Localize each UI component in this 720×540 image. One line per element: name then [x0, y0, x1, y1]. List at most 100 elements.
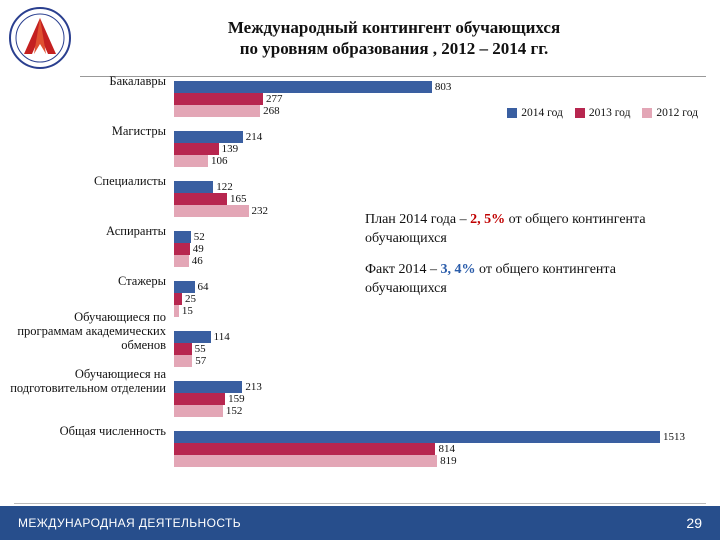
bar-fill: 814	[174, 443, 435, 455]
plan-pct: 2, 5%	[470, 212, 505, 227]
bar-2012: 57	[174, 355, 704, 367]
fact-prefix: Факт 2014 –	[365, 262, 441, 277]
bar-fill: 232	[174, 205, 249, 217]
bar-value: 232	[252, 205, 269, 217]
category-label: Специалисты	[8, 174, 170, 188]
bar-value: 814	[438, 443, 455, 455]
bar-value: 165	[230, 193, 247, 205]
bar-fill: 57	[174, 355, 192, 367]
bar-value: 114	[214, 331, 230, 343]
bar-fill: 152	[174, 405, 223, 417]
bar-value: 803	[435, 81, 452, 93]
bar-fill: 52	[174, 231, 191, 243]
bar-2014: 214	[174, 131, 704, 143]
legend-swatch-2012	[642, 108, 652, 118]
bar-fill: 114	[174, 331, 211, 343]
footer-divider	[14, 503, 706, 504]
summary-text: План 2014 года – 2, 5% от общего континг…	[365, 211, 695, 311]
footer-left-text: МЕЖДУНАРОДНАЯ ДЕЯТЕЛЬНОСТЬ	[18, 516, 241, 530]
legend-item-2012: 2012 год	[642, 107, 698, 119]
plan-prefix: План 2014 года –	[365, 212, 470, 227]
bar-fill: 64	[174, 281, 195, 293]
bar-fill: 122	[174, 181, 213, 193]
category-bars: 213159152	[174, 381, 704, 417]
category-label: Аспиранты	[8, 224, 170, 238]
bar-value: 1513	[663, 431, 685, 443]
category-label: Обучающиеся на подготовительном отделени…	[8, 367, 170, 395]
bar-fill: 15	[174, 305, 179, 317]
bar-value: 159	[228, 393, 245, 405]
bar-value: 52	[194, 231, 205, 243]
bar-fill: 803	[174, 81, 432, 93]
bar-value: 139	[222, 143, 239, 155]
bar-value: 64	[198, 281, 209, 293]
bar-fill: 159	[174, 393, 225, 405]
bar-fill: 55	[174, 343, 192, 355]
page-title-line2: по уровням образования , 2012 – 2014 гг.	[80, 38, 708, 59]
fact-line: Факт 2014 – 3, 4% от общего контингента …	[365, 261, 695, 299]
bar-fill: 25	[174, 293, 182, 305]
footer-bar: МЕЖДУНАРОДНАЯ ДЕЯТЕЛЬНОСТЬ 29	[0, 506, 720, 540]
category-label: Бакалавры	[8, 74, 170, 88]
bar-2014: 114	[174, 331, 704, 343]
bar-value: 15	[182, 305, 193, 317]
bar-2014: 1513	[174, 431, 704, 443]
bar-2013: 814	[174, 443, 704, 455]
bar-value: 213	[245, 381, 262, 393]
bar-fill: 277	[174, 93, 263, 105]
page-number: 29	[686, 515, 702, 531]
bar-fill: 1513	[174, 431, 660, 443]
chart-legend: 2014 год 2013 год 2012 год	[507, 107, 698, 119]
legend-item-2014: 2014 год	[507, 107, 563, 119]
page-title-line1: Международный контингент обучающихся	[80, 17, 708, 38]
category-bars: 1513814819	[174, 431, 704, 467]
bar-2013: 165	[174, 193, 704, 205]
legend-swatch-2013	[575, 108, 585, 118]
bar-2014: 122	[174, 181, 704, 193]
bar-2012: 152	[174, 405, 704, 417]
category-label: Магистры	[8, 124, 170, 138]
category-label: Обучающиеся по программам академических …	[8, 310, 170, 352]
fact-pct: 3, 4%	[441, 262, 476, 277]
category-label: Стажеры	[8, 274, 170, 288]
bar-2013: 139	[174, 143, 704, 155]
bar-fill: 268	[174, 105, 260, 117]
bar-fill: 165	[174, 193, 227, 205]
category-bars: 214139106	[174, 131, 704, 167]
bar-value: 277	[266, 93, 283, 105]
bar-fill: 106	[174, 155, 208, 167]
bar-value: 152	[226, 405, 243, 417]
bar-value: 55	[195, 343, 206, 355]
bar-2014: 803	[174, 81, 704, 93]
legend-swatch-2014	[507, 108, 517, 118]
bar-2014: 213	[174, 381, 704, 393]
bar-2013: 159	[174, 393, 704, 405]
bar-value: 46	[192, 255, 203, 267]
bar-value: 25	[185, 293, 196, 305]
bar-2012: 819	[174, 455, 704, 467]
category-bars: 1145557	[174, 331, 704, 367]
bar-value: 49	[193, 243, 204, 255]
header: Международный контингент обучающихся по …	[0, 0, 720, 72]
header-divider	[80, 76, 706, 77]
bar-value: 268	[263, 105, 280, 117]
bar-value: 106	[211, 155, 228, 167]
bar-fill: 139	[174, 143, 219, 155]
bar-value: 122	[216, 181, 233, 193]
plan-line: План 2014 года – 2, 5% от общего континг…	[365, 211, 695, 249]
bar-fill: 819	[174, 455, 437, 467]
bar-2013: 55	[174, 343, 704, 355]
bar-value: 57	[195, 355, 206, 367]
content: Бакалавры803277268Магистры214139106Специ…	[0, 79, 720, 471]
bar-fill: 214	[174, 131, 243, 143]
bar-value: 214	[246, 131, 263, 143]
legend-label-2013: 2013 год	[589, 107, 631, 119]
legend-label-2014: 2014 год	[521, 107, 563, 119]
bar-2013: 277	[174, 93, 704, 105]
university-logo	[8, 6, 72, 70]
title-block: Международный контингент обучающихся по …	[72, 17, 708, 60]
bar-2012: 106	[174, 155, 704, 167]
legend-item-2013: 2013 год	[575, 107, 631, 119]
bar-fill: 46	[174, 255, 189, 267]
bar-fill: 49	[174, 243, 190, 255]
